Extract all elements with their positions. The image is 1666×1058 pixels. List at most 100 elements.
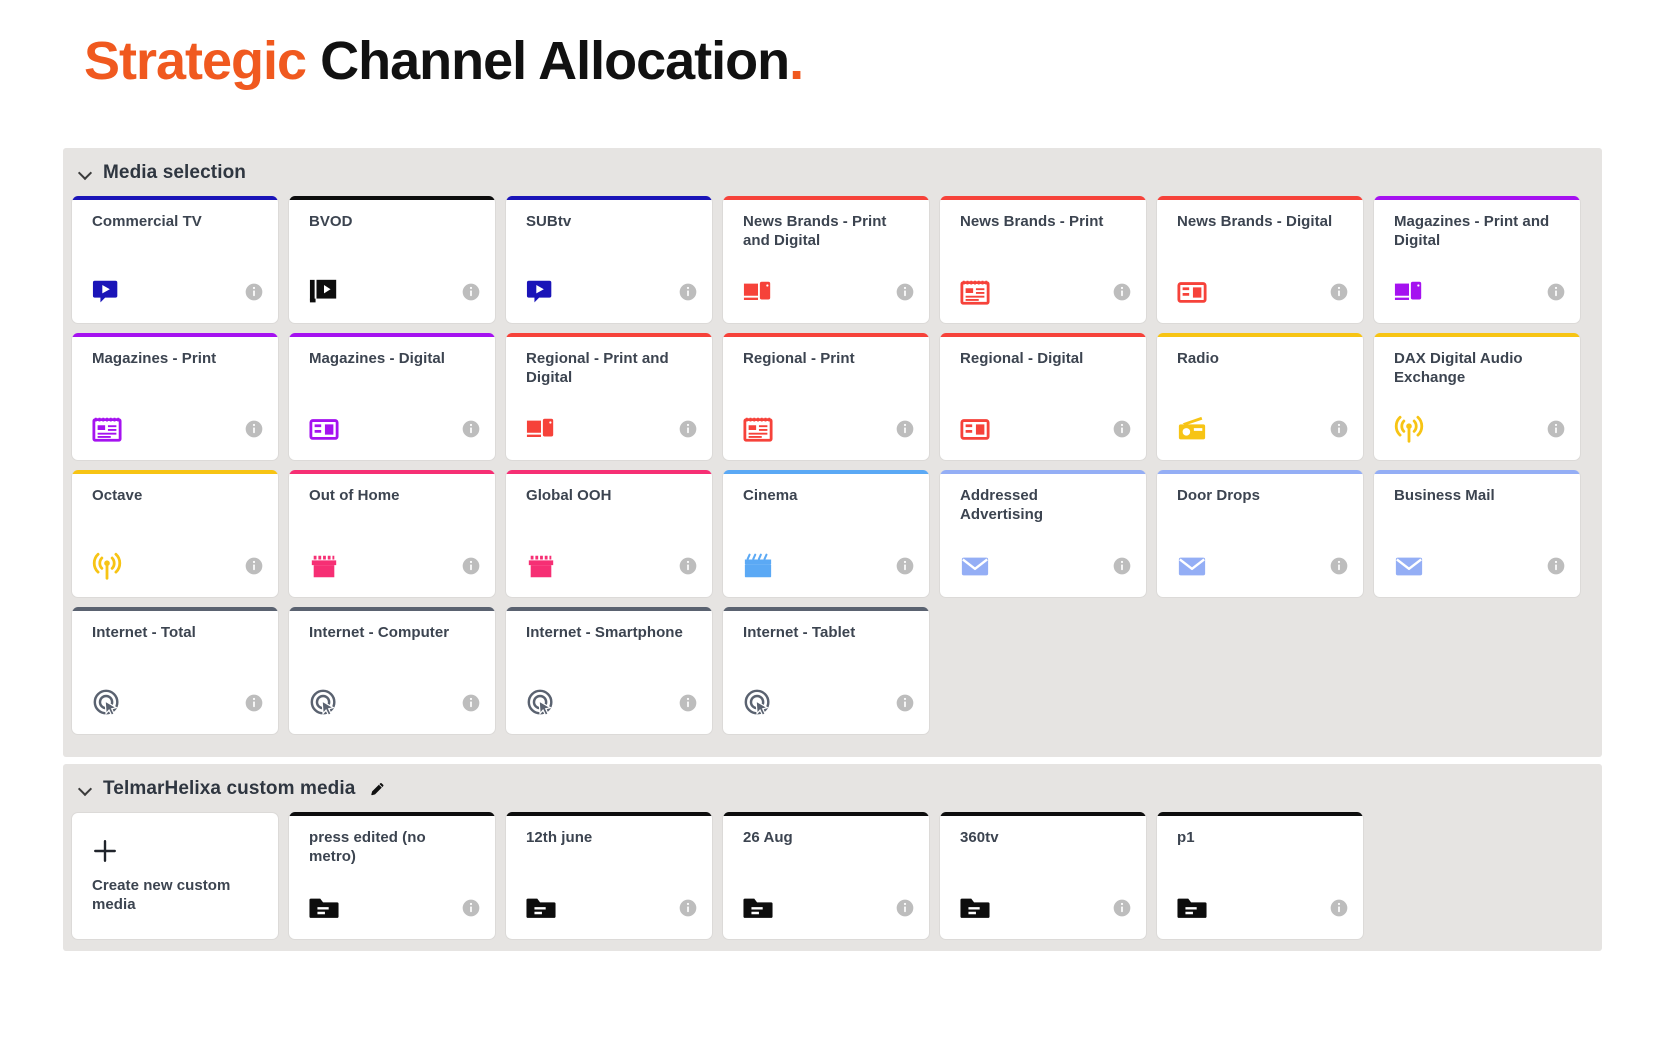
video-stack-play-icon bbox=[309, 277, 339, 307]
envelope-icon bbox=[960, 551, 990, 581]
media-card[interactable]: Regional - Print and Digital bbox=[505, 333, 713, 461]
info-icon[interactable] bbox=[244, 282, 264, 302]
info-icon[interactable] bbox=[678, 556, 698, 576]
info-icon[interactable] bbox=[1112, 898, 1132, 918]
info-icon[interactable] bbox=[895, 693, 915, 713]
media-card[interactable]: DAX Digital Audio Exchange bbox=[1373, 333, 1581, 461]
info-icon[interactable] bbox=[1546, 419, 1566, 439]
media-card[interactable]: Cinema bbox=[722, 470, 930, 598]
media-card[interactable]: Internet - Tablet bbox=[722, 607, 930, 735]
media-selection-header[interactable]: Media selection bbox=[63, 148, 1602, 196]
card-color-bar bbox=[289, 196, 495, 200]
media-card[interactable]: Global OOH bbox=[505, 470, 713, 598]
card-icon-row bbox=[1394, 414, 1566, 444]
info-icon[interactable] bbox=[1329, 419, 1349, 439]
card-icon-row bbox=[1177, 277, 1349, 307]
card-color-bar bbox=[1374, 470, 1580, 474]
card-icon-row bbox=[526, 277, 698, 307]
chevron-down-icon[interactable] bbox=[79, 782, 93, 796]
card-color-bar bbox=[723, 333, 929, 337]
video-play-icon bbox=[92, 277, 122, 307]
media-card[interactable]: Internet - Computer bbox=[288, 607, 496, 735]
info-icon[interactable] bbox=[895, 898, 915, 918]
media-card[interactable]: Magazines - Digital bbox=[288, 333, 496, 461]
pencil-icon[interactable] bbox=[369, 780, 387, 798]
card-label: Global OOH bbox=[526, 487, 612, 504]
media-card[interactable]: BVOD bbox=[288, 196, 496, 324]
info-icon[interactable] bbox=[678, 419, 698, 439]
custom-media-card-grid: Create new custom media press edited (no … bbox=[71, 812, 1581, 940]
card-label: DAX Digital Audio Exchange bbox=[1394, 350, 1523, 387]
info-icon[interactable] bbox=[461, 693, 481, 713]
info-icon[interactable] bbox=[895, 556, 915, 576]
media-card[interactable]: Internet - Total bbox=[71, 607, 279, 735]
card-color-bar bbox=[940, 812, 1146, 816]
media-selection-title: Media selection bbox=[103, 162, 246, 183]
info-icon[interactable] bbox=[461, 419, 481, 439]
media-card[interactable]: Regional - Digital bbox=[939, 333, 1147, 461]
custom-media-card[interactable]: 26 Aug bbox=[722, 812, 930, 940]
custom-media-header[interactable]: TelmarHelixa custom media bbox=[63, 764, 1602, 812]
card-color-bar bbox=[723, 812, 929, 816]
media-card[interactable]: News Brands - Print bbox=[939, 196, 1147, 324]
media-card[interactable]: Octave bbox=[71, 470, 279, 598]
custom-media-card[interactable]: 360tv bbox=[939, 812, 1147, 940]
info-icon[interactable] bbox=[1329, 556, 1349, 576]
info-icon[interactable] bbox=[1546, 282, 1566, 302]
media-card[interactable]: Out of Home bbox=[288, 470, 496, 598]
media-card-grid: Commercial TV BVOD SUBtv News Brands - Prin… bbox=[71, 196, 1581, 735]
info-icon[interactable] bbox=[678, 898, 698, 918]
card-icon-row bbox=[743, 277, 915, 307]
page-title-main: Channel Allocation bbox=[320, 31, 790, 91]
media-card[interactable]: News Brands - Digital bbox=[1156, 196, 1364, 324]
billboard-icon bbox=[309, 551, 339, 581]
media-card[interactable]: Magazines - Print and Digital bbox=[1373, 196, 1581, 324]
card-label: 12th june bbox=[526, 829, 593, 846]
info-icon[interactable] bbox=[461, 282, 481, 302]
info-icon[interactable] bbox=[244, 419, 264, 439]
info-icon[interactable] bbox=[1329, 898, 1349, 918]
info-icon[interactable] bbox=[1112, 419, 1132, 439]
card-color-bar bbox=[1374, 196, 1580, 200]
card-icon-row bbox=[960, 551, 1132, 581]
card-icon-row bbox=[309, 277, 481, 307]
info-icon[interactable] bbox=[461, 556, 481, 576]
info-icon[interactable] bbox=[1112, 282, 1132, 302]
card-icon-row bbox=[960, 414, 1132, 444]
info-icon[interactable] bbox=[678, 282, 698, 302]
info-icon[interactable] bbox=[1112, 556, 1132, 576]
custom-media-title: TelmarHelixa custom media bbox=[103, 778, 356, 799]
card-color-bar bbox=[289, 812, 495, 816]
card-icon-row bbox=[309, 893, 481, 923]
media-card[interactable]: Regional - Print bbox=[722, 333, 930, 461]
info-icon[interactable] bbox=[244, 556, 264, 576]
custom-media-card[interactable]: 12th june bbox=[505, 812, 713, 940]
info-icon[interactable] bbox=[678, 693, 698, 713]
info-icon[interactable] bbox=[461, 898, 481, 918]
info-icon[interactable] bbox=[1329, 282, 1349, 302]
media-card[interactable]: SUBtv bbox=[505, 196, 713, 324]
media-card[interactable]: Internet - Smartphone bbox=[505, 607, 713, 735]
info-icon[interactable] bbox=[895, 419, 915, 439]
media-card[interactable]: Radio bbox=[1156, 333, 1364, 461]
media-card[interactable]: Magazines - Print bbox=[71, 333, 279, 461]
info-icon[interactable] bbox=[244, 693, 264, 713]
cursor-click-icon bbox=[743, 688, 773, 718]
create-new-custom-media-card[interactable]: Create new custom media bbox=[71, 812, 279, 940]
media-card[interactable]: Business Mail bbox=[1373, 470, 1581, 598]
custom-media-card[interactable]: p1 bbox=[1156, 812, 1364, 940]
media-card[interactable]: Door Drops bbox=[1156, 470, 1364, 598]
info-icon[interactable] bbox=[895, 282, 915, 302]
print-and-digital-icon bbox=[1394, 277, 1424, 307]
card-color-bar bbox=[72, 196, 278, 200]
custom-media-card[interactable]: press edited (no metro) bbox=[288, 812, 496, 940]
card-label: News Brands - Digital bbox=[1177, 213, 1333, 230]
envelope-icon bbox=[1394, 551, 1424, 581]
plus-icon bbox=[92, 838, 118, 864]
card-icon-row bbox=[743, 414, 915, 444]
chevron-down-icon[interactable] bbox=[79, 166, 93, 180]
media-card[interactable]: Commercial TV bbox=[71, 196, 279, 324]
media-card[interactable]: Addressed Advertising bbox=[939, 470, 1147, 598]
media-card[interactable]: News Brands - Print and Digital bbox=[722, 196, 930, 324]
info-icon[interactable] bbox=[1546, 556, 1566, 576]
